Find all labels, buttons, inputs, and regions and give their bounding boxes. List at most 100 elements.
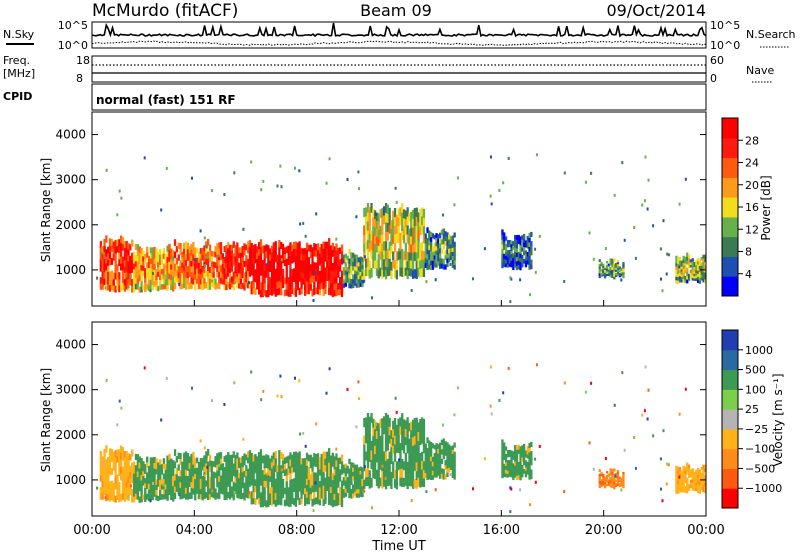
velocity-cell [138, 467, 141, 475]
power-cell [415, 207, 418, 217]
power-cell [118, 258, 121, 266]
power-cell [188, 246, 191, 253]
velocity-cell [134, 465, 138, 472]
power-cell [399, 232, 402, 242]
velocity-cell [333, 493, 336, 501]
velocity-cell [204, 474, 207, 478]
power-cell [344, 265, 347, 271]
velocity-cell [281, 466, 285, 474]
velocity-cell [263, 486, 266, 494]
power-cell [634, 256, 637, 260]
velocity-cell [280, 478, 283, 486]
power-cell [333, 246, 336, 253]
power-cell [372, 234, 375, 243]
power-cell [285, 277, 288, 284]
power-cell [368, 260, 371, 270]
velocity-cell [236, 469, 239, 476]
velocity-cell [363, 465, 366, 469]
velocity-cell [223, 488, 226, 495]
power-cell [602, 274, 605, 277]
velocity-cell [146, 461, 149, 468]
velocity-cell [263, 499, 266, 506]
velocity-cell [272, 465, 275, 473]
power-cell [611, 269, 614, 273]
power-cell [309, 277, 312, 285]
power-cell [256, 258, 259, 266]
velocity-cell [411, 445, 415, 455]
velocity-cell [243, 453, 246, 460]
velocity-cell [269, 458, 272, 465]
velocity-cell [216, 453, 219, 460]
power-cell [510, 257, 513, 261]
power-cell [218, 271, 221, 278]
power-cell [453, 241, 456, 247]
power-cell [110, 238, 114, 246]
power-cell [265, 264, 268, 272]
power-cell [269, 265, 272, 272]
velocity-cell [118, 488, 121, 496]
velocity-cell [203, 493, 206, 499]
power-cell [372, 208, 375, 218]
power-cell [700, 257, 703, 261]
power-cell [607, 265, 610, 268]
power-cell [278, 240, 281, 248]
velocity-cell [259, 499, 263, 508]
velocity-cell [431, 470, 435, 476]
velocity-cell [190, 470, 193, 477]
velocity-cell [588, 441, 591, 445]
power-cell [422, 225, 426, 235]
power-cell [311, 275, 314, 283]
velocity-cell [194, 494, 197, 501]
power-cell [618, 270, 621, 273]
power-cell [228, 272, 232, 279]
power-cell [428, 244, 431, 251]
velocity-cell [489, 404, 492, 408]
velocity-cell [686, 470, 689, 475]
velocity-cell [519, 488, 522, 492]
velocity-cell [375, 422, 379, 431]
power-cell [293, 255, 296, 263]
power-cell [501, 239, 504, 245]
velocity-cell [326, 484, 329, 491]
velocity-cell [214, 493, 217, 500]
velocity-cell [359, 489, 362, 494]
power-cell [131, 252, 134, 260]
velocity-cell [166, 461, 169, 468]
velocity-cell [421, 434, 424, 444]
velocity-cell [239, 478, 243, 484]
velocity-cell [328, 476, 331, 484]
velocity-cell [129, 471, 132, 478]
velocity-cell [616, 475, 620, 479]
power-cell [216, 243, 219, 250]
velocity-cell [270, 486, 274, 494]
velocity-cell [410, 445, 413, 455]
velocity-cell [210, 481, 213, 487]
power-cell [346, 274, 349, 279]
velocity-colorbar-tick-label: 100 [745, 383, 766, 396]
velocity-cell [192, 476, 195, 483]
power-cell [352, 283, 355, 288]
velocity-cell [186, 458, 190, 465]
velocity-cell [254, 454, 257, 461]
power-cell [162, 273, 165, 277]
power-cell [184, 271, 188, 278]
velocity-cell [193, 468, 196, 472]
power-cell [208, 250, 212, 257]
power-cell [530, 250, 533, 256]
power-cell [331, 242, 334, 250]
velocity-cell [435, 443, 438, 448]
power-cell [219, 265, 223, 272]
velocity-cell [693, 488, 696, 491]
velocity-cell [328, 455, 331, 463]
velocity-cell [442, 453, 445, 460]
power-cell [318, 247, 322, 254]
power-cell [206, 255, 209, 259]
velocity-cell [274, 478, 277, 487]
velocity-cell [368, 416, 371, 427]
power-cell [611, 264, 614, 268]
velocity-cell [188, 480, 191, 487]
velocity-cell [526, 445, 529, 451]
velocity-cell [515, 453, 519, 459]
power-cell [194, 247, 197, 254]
power-cell [114, 240, 117, 248]
